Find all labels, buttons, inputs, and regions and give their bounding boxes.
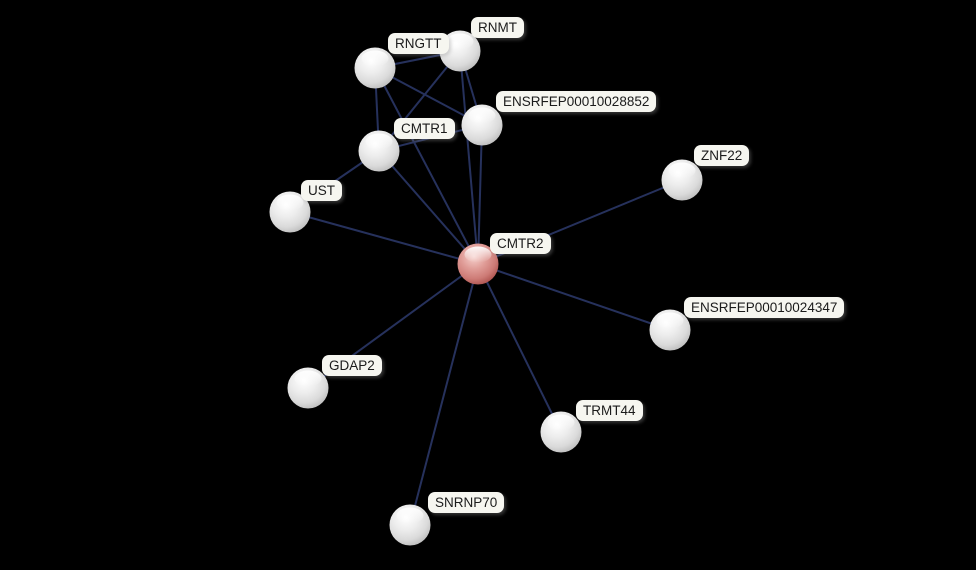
node-ENSRFEP00010024347[interactable] [649,309,691,351]
edge-RNMT-CMTR2[interactable] [459,50,479,265]
nodes-layer [269,30,703,546]
label-ENSRFEP00010028852: ENSRFEP00010028852 [496,91,657,112]
node-ZNF22[interactable] [661,159,703,201]
label-ENSRFEP00010024347: ENSRFEP00010024347 [684,297,845,318]
label-SNRNP70: SNRNP70 [428,492,505,513]
edge-RNMT-CMTR1[interactable] [378,50,461,152]
label-UST: UST [301,180,342,201]
edge-RNGTT-CMTR2[interactable] [374,67,479,265]
edge-ENSRFEP00010028852-CMTR2[interactable] [477,124,483,265]
label-CMTR2: CMTR2 [490,233,551,254]
node-specular-highlight [468,107,496,124]
node-RNMT[interactable] [439,30,481,72]
node-SNRNP70[interactable] [389,504,431,546]
label-RNMT: RNMT [471,17,524,38]
node-specular-highlight [396,507,424,524]
node-CMTR1[interactable] [358,130,400,172]
node-CMTR2[interactable] [457,243,499,285]
node-specular-highlight [446,33,474,50]
edge-ENSRFEP00010024347-CMTR2[interactable] [477,263,671,331]
node-specular-highlight [276,194,304,211]
node-specular-highlight [365,133,393,150]
label-ZNF22: ZNF22 [694,145,750,166]
node-specular-highlight [464,246,492,263]
edge-CMTR1-CMTR2[interactable] [378,150,479,265]
node-TRMT44[interactable] [540,411,582,453]
edge-TRMT44-CMTR2[interactable] [477,263,562,433]
node-RNGTT[interactable] [354,47,396,89]
node-specular-highlight [361,50,389,67]
node-ENSRFEP00010028852[interactable] [461,104,503,146]
label-RNGTT: RNGTT [388,33,449,54]
edge-SNRNP70-CMTR2[interactable] [409,263,479,526]
label-CMTR1: CMTR1 [394,118,455,139]
node-specular-highlight [547,414,575,431]
label-TRMT44: TRMT44 [576,400,643,421]
node-GDAP2[interactable] [287,367,329,409]
node-specular-highlight [656,312,684,329]
label-GDAP2: GDAP2 [322,355,382,376]
node-specular-highlight [668,162,696,179]
edge-UST-CMTR2[interactable] [289,211,479,265]
node-specular-highlight [294,370,322,387]
node-UST[interactable] [269,191,311,233]
